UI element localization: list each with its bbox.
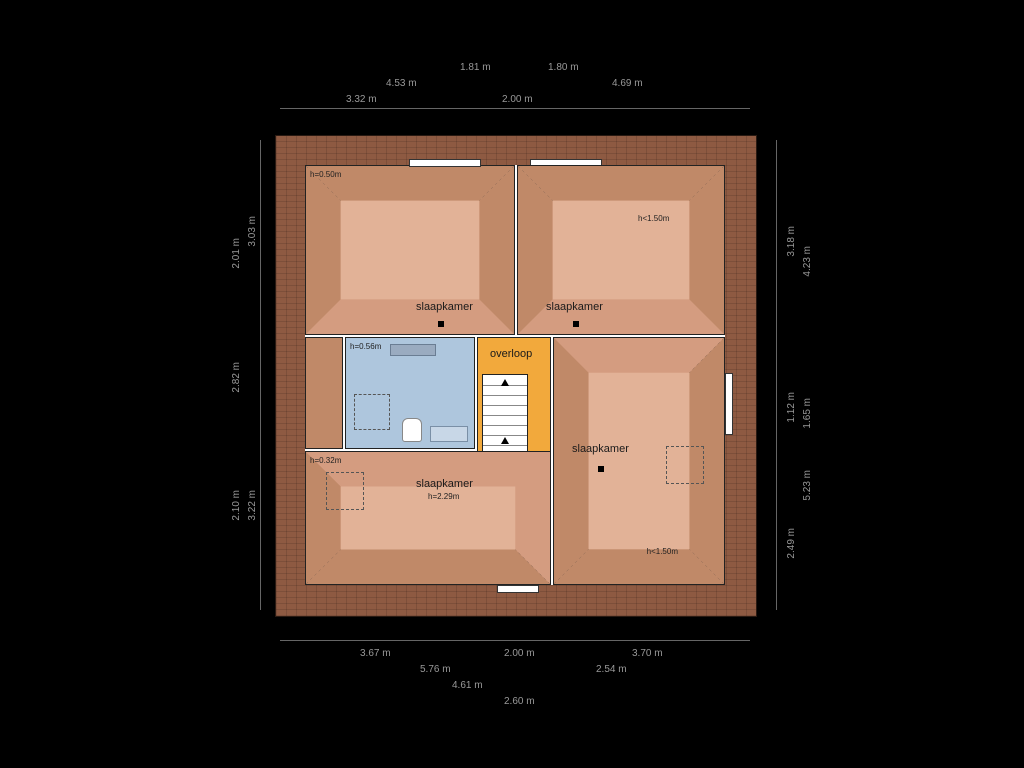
stair-step [483, 405, 527, 406]
dim-right-3: 1.12 m [786, 392, 797, 423]
dim-bot-3: 3.70 m [632, 648, 663, 659]
dim-top-3: 4.53 m [386, 78, 417, 89]
bedroom-r-skylight [666, 446, 704, 484]
dim-left-3: 2.82 m [231, 362, 242, 393]
stair-step [483, 435, 527, 436]
dimline-right [776, 140, 777, 610]
dimline-bot [280, 640, 750, 641]
stair-arrow-icon [501, 437, 509, 444]
bedroom-right: slaapkamer h<1.50m [553, 337, 725, 585]
dim-right-6: 2.49 m [786, 528, 797, 559]
dim-bot-6: 4.61 m [452, 680, 483, 691]
toilet-icon [402, 418, 422, 442]
dim-right-2: 4.23 m [802, 246, 813, 277]
dim-top-1: 1.81 m [460, 62, 491, 73]
dim-right-5: 5.23 m [802, 470, 813, 501]
stair-step [483, 395, 527, 396]
dim-bot-1: 3.67 m [360, 648, 391, 659]
window-top-left [409, 159, 481, 167]
bedroom-tl-dot [438, 321, 444, 327]
bedroom-r-dot [598, 466, 604, 472]
slope-overlay-tl [306, 166, 514, 334]
dim-bot-4: 5.76 m [420, 664, 451, 675]
dim-right-4: 1.65 m [802, 398, 813, 429]
bedroom-bl-label: slaapkamer [416, 478, 473, 490]
bedroom-top-left: h=0.50m slaapkamer [305, 165, 515, 335]
bedroom-top-right: h<1.50m slaapkamer [517, 165, 725, 335]
window-bottom [497, 585, 539, 593]
dimline-top [280, 108, 750, 109]
dim-top-6: 2.00 m [502, 94, 533, 105]
height-note-tl: h=0.50m [310, 170, 341, 179]
bathroom: h=0.56m [345, 337, 475, 449]
stair-arrow-icon [501, 379, 509, 386]
bedroom-bottom-left: h=0.32m slaapkamer h=2.29m [305, 451, 551, 585]
bedroom-tl-label: slaapkamer [416, 301, 473, 313]
dim-right-1: 3.18 m [786, 226, 797, 257]
dim-left-1: 3.03 m [247, 216, 258, 247]
dim-bot-2: 2.00 m [504, 648, 535, 659]
bedroom-tr-dot [573, 321, 579, 327]
bath-fixture-top [390, 344, 436, 356]
dim-top-2: 1.80 m [548, 62, 579, 73]
dim-left-2: 2.01 m [231, 238, 242, 269]
floorplan: h=0.50m slaapkamer h<1.50m slaapkamer h=… [275, 135, 755, 615]
bath-shower [354, 394, 390, 430]
window-right [725, 373, 733, 435]
dim-top-5: 3.32 m [346, 94, 377, 105]
height-note-bl2: h=2.29m [428, 492, 459, 501]
stair-step [483, 445, 527, 446]
dim-left-5: 2.10 m [231, 490, 242, 521]
stair-step [483, 415, 527, 416]
height-note-br: h<1.50m [647, 547, 678, 556]
interior: h=0.50m slaapkamer h<1.50m slaapkamer h=… [305, 165, 725, 585]
height-note-bath: h=0.56m [350, 342, 381, 351]
dim-top-4: 4.69 m [612, 78, 643, 89]
dim-left-4: 3.22 m [247, 490, 258, 521]
height-note-bl: h=0.32m [310, 456, 341, 465]
dim-bot-5: 2.54 m [596, 664, 627, 675]
bedroom-r-label: slaapkamer [572, 443, 629, 455]
bedroom-bl-skylight [326, 472, 364, 510]
bedroom-tr-label: slaapkamer [546, 301, 603, 313]
stair-step [483, 425, 527, 426]
dim-bot-7: 2.60 m [504, 696, 535, 707]
dimline-left [260, 140, 261, 610]
bath-sink [430, 426, 468, 442]
height-note-tr: h<1.50m [638, 214, 669, 223]
left-strip [305, 337, 343, 449]
landing-label: overloop [490, 348, 532, 360]
